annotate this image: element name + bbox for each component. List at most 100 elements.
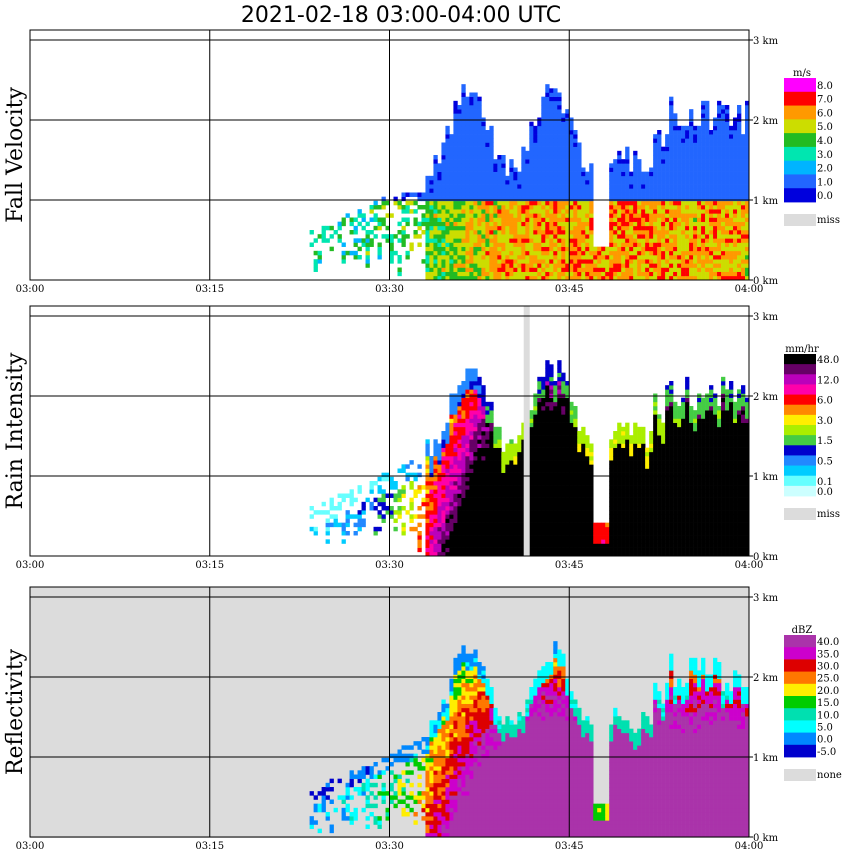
heatmap-cell <box>445 238 450 243</box>
heatmap-cell <box>445 464 450 469</box>
heatmap-cell <box>553 150 558 156</box>
heatmap-cell <box>545 364 550 369</box>
heatmap-cell <box>469 493 474 498</box>
heatmap-cell <box>473 464 478 469</box>
heatmap-cell <box>409 506 414 511</box>
heatmap-cell <box>737 109 742 114</box>
heatmap-cell <box>457 259 462 264</box>
heatmap-cell <box>577 506 582 511</box>
heatmap-cell <box>529 146 534 152</box>
heatmap-cell <box>473 146 478 152</box>
heatmap-cell <box>585 539 590 544</box>
heatmap-cell <box>721 196 726 202</box>
heatmap-cell <box>465 397 470 403</box>
heatmap-cell <box>669 171 674 177</box>
heatmap-cell <box>553 188 558 193</box>
heatmap-cell <box>473 142 478 147</box>
heatmap-cell <box>561 209 566 214</box>
heatmap-cell <box>357 514 362 519</box>
heatmap-cell <box>657 234 662 239</box>
heatmap-cell <box>725 159 730 164</box>
heatmap-cell <box>469 418 474 423</box>
heatmap-cell <box>465 100 470 106</box>
heatmap-cell <box>545 96 550 102</box>
heatmap-cell <box>477 130 482 135</box>
heatmap-cell <box>661 230 666 235</box>
heatmap-cell <box>705 238 710 243</box>
heatmap-cell <box>573 192 578 197</box>
heatmap-cell <box>465 410 470 415</box>
heatmap-cell <box>577 180 582 185</box>
heatmap-cell <box>581 192 586 197</box>
heatmap-cell <box>629 230 634 235</box>
heatmap-cell <box>401 209 406 214</box>
heatmap-cell <box>445 188 450 193</box>
heatmap-cell <box>449 422 454 428</box>
legend-label: 2.0 <box>817 164 833 175</box>
heatmap-cell <box>745 184 750 189</box>
heatmap-cell <box>413 472 418 478</box>
heatmap-cell <box>561 180 566 185</box>
heatmap-cell <box>457 468 462 473</box>
heatmap-cell <box>369 489 374 494</box>
heatmap-cell <box>729 275 734 281</box>
heatmap-cell <box>585 230 590 235</box>
heatmap-cell <box>665 175 670 181</box>
heatmap-cell <box>697 167 702 172</box>
heatmap-cell <box>737 200 742 206</box>
heatmap-cell <box>645 188 650 193</box>
heatmap-cell <box>501 489 506 494</box>
heatmap-cell <box>485 209 490 214</box>
heatmap-cell <box>697 142 702 147</box>
heatmap-cell <box>477 376 482 382</box>
heatmap-cell <box>401 522 406 528</box>
heatmap-cell <box>485 130 490 135</box>
heatmap-cell <box>461 192 466 197</box>
heatmap-cell <box>453 130 458 135</box>
heatmap-cell <box>533 456 538 461</box>
heatmap-cell <box>557 134 562 139</box>
heatmap-cell <box>557 422 562 428</box>
heatmap-cell <box>513 506 518 511</box>
heatmap-cell <box>561 447 566 453</box>
heatmap-cell <box>617 275 622 281</box>
heatmap-cell <box>545 447 550 453</box>
heatmap-cell <box>713 238 718 243</box>
heatmap-cell <box>649 551 654 557</box>
heatmap-cell <box>561 414 566 419</box>
heatmap-cell <box>573 493 578 498</box>
heatmap-cell <box>461 205 466 210</box>
heatmap-cell <box>633 435 638 440</box>
heatmap-cell <box>681 146 686 152</box>
heatmap-cell <box>457 439 462 444</box>
heatmap-cell <box>529 435 534 440</box>
heatmap-cell <box>625 514 630 519</box>
heatmap-cell <box>737 225 742 231</box>
heatmap-cell <box>389 250 394 256</box>
heatmap-cell <box>745 192 750 197</box>
heatmap-cell <box>537 376 542 382</box>
heatmap-cell <box>549 468 554 473</box>
heatmap-cell <box>541 510 546 515</box>
heatmap-cell <box>361 225 366 231</box>
heatmap-cell <box>445 234 450 239</box>
heatmap-cell <box>573 242 578 247</box>
heatmap-cell <box>537 225 542 231</box>
heatmap-cell <box>533 414 538 419</box>
heatmap-cell <box>461 531 466 536</box>
heatmap-cell <box>577 539 582 544</box>
heatmap-cell <box>585 275 590 281</box>
heatmap-cell <box>649 267 654 272</box>
heatmap-cell <box>461 238 466 243</box>
heatmap-cell <box>537 234 542 239</box>
heatmap-cell <box>585 464 590 469</box>
heatmap-cell <box>489 506 494 511</box>
heatmap-cell <box>617 547 622 553</box>
heatmap-cell <box>537 426 542 432</box>
heatmap-cell <box>417 234 422 239</box>
heatmap-cell <box>733 125 738 131</box>
heatmap-cell <box>481 426 486 432</box>
legend-unit: m/s <box>793 68 811 79</box>
grid-lines <box>30 30 749 280</box>
heatmap-cell <box>629 456 634 461</box>
